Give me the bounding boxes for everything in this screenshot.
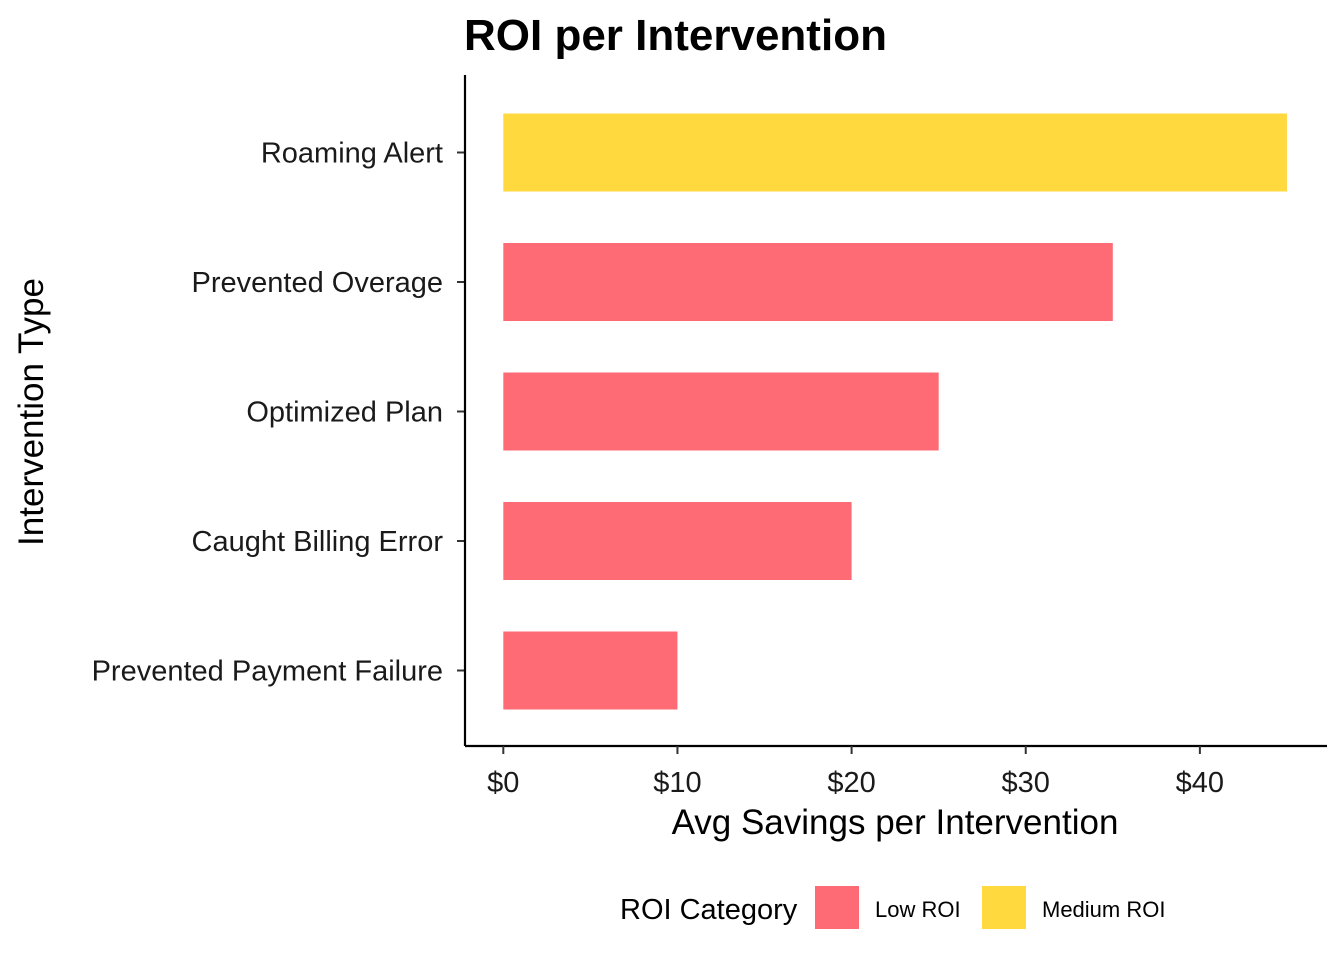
bar-roaming-alert (503, 113, 1287, 192)
legend: ROI Category Low ROI Medium ROI (620, 886, 1165, 929)
legend-title: ROI Category (620, 894, 798, 926)
x-tick-label: $10 (653, 767, 701, 799)
x-tick-label: $40 (1176, 767, 1224, 799)
legend-key-medium-roi (982, 886, 1026, 929)
x-axis: $0 $10 $20 $30 $40 (465, 744, 1327, 799)
x-tick-label: $30 (1002, 767, 1050, 799)
y-tick-label: Prevented Overage (192, 267, 443, 299)
bar-prevented-payment-failure (503, 631, 678, 710)
y-tick-label: Optimized Plan (246, 397, 443, 429)
y-tick-label: Roaming Alert (261, 138, 443, 170)
legend-label: Medium ROI (1042, 897, 1165, 922)
x-tick-label: $0 (487, 767, 519, 799)
bar-optimized-plan (503, 372, 939, 451)
y-axis: Roaming Alert Prevented Overage Optimized … (92, 75, 467, 746)
x-axis-title: Avg Savings per Intervention (672, 803, 1119, 842)
y-tick-label: Caught Billing Error (192, 526, 444, 558)
chart-title: ROI per Intervention (464, 11, 887, 60)
legend-label: Low ROI (875, 897, 961, 922)
bar-caught-billing-error (503, 502, 852, 580)
x-tick-label: $20 (827, 767, 875, 799)
plot-area (503, 113, 1287, 710)
y-tick-label: Prevented Payment Failure (92, 656, 443, 688)
legend-key-low-roi (815, 886, 859, 929)
bar-prevented-overage (503, 243, 1113, 321)
y-axis-title: Intervention Type (12, 278, 51, 546)
